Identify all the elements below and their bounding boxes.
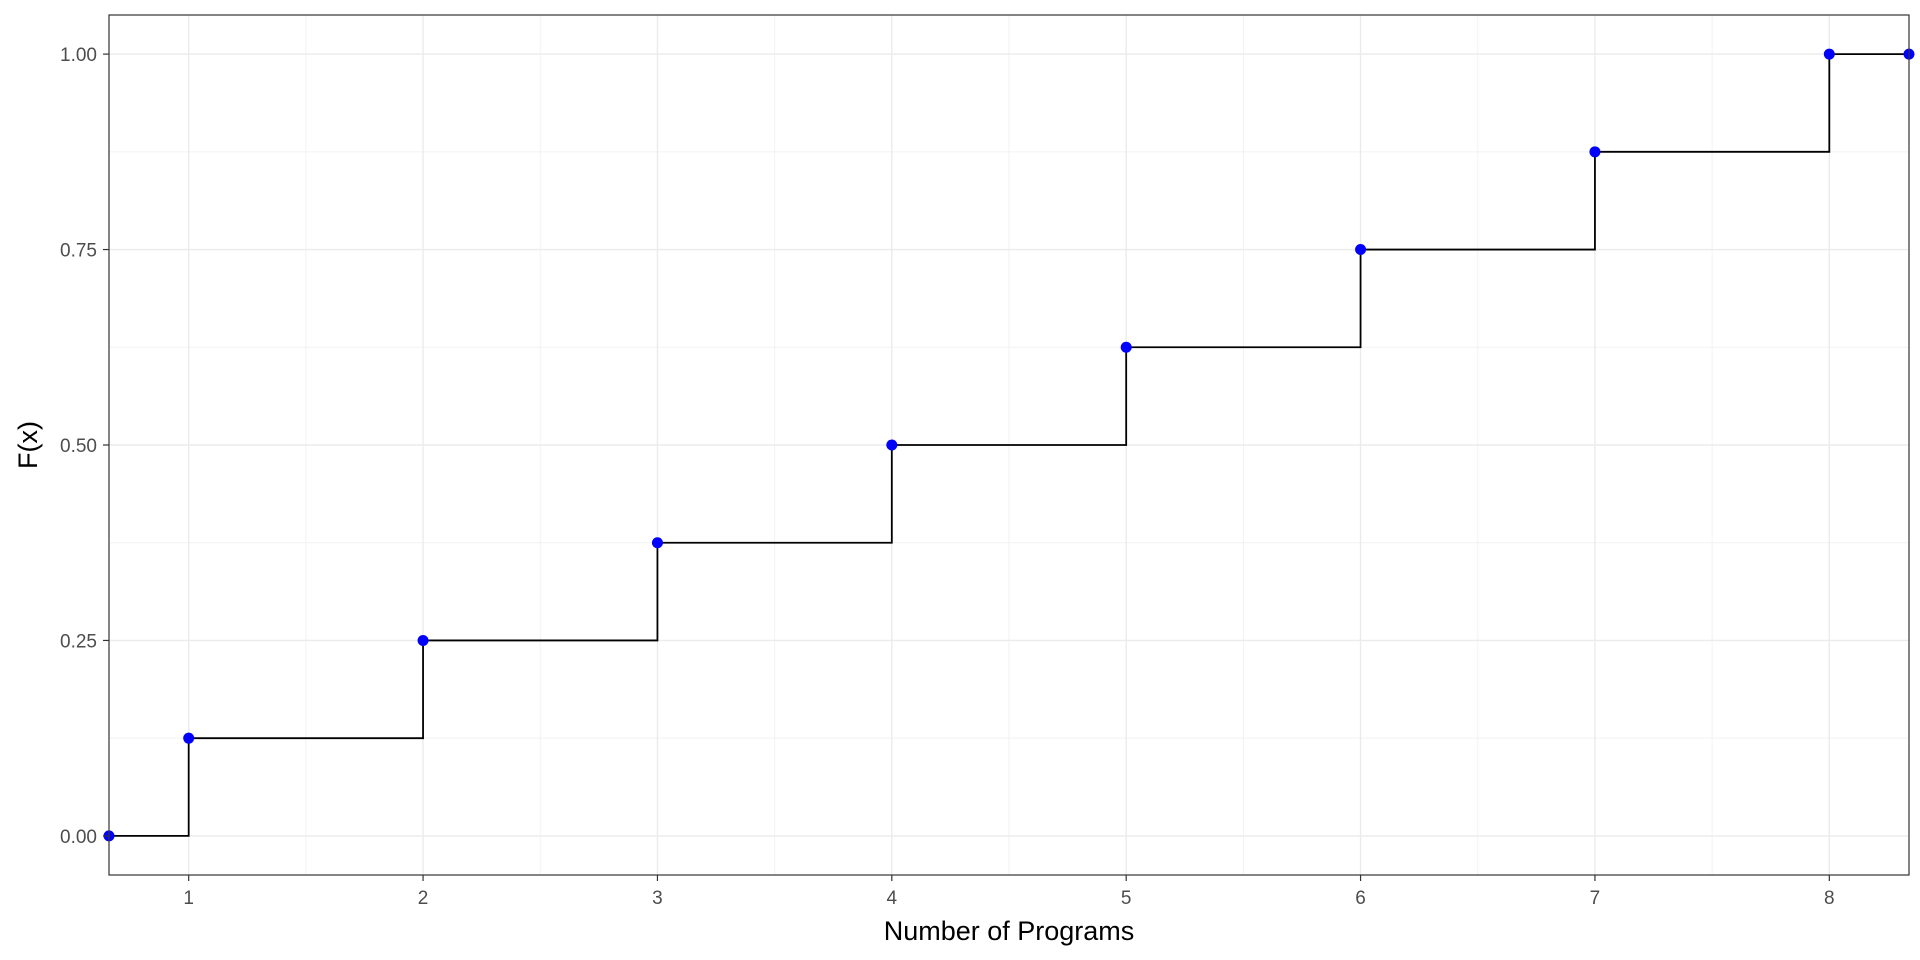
x-tick-label: 2 bbox=[418, 888, 429, 909]
y-tick-label: 0.50 bbox=[60, 436, 97, 457]
cdf-point-3 bbox=[651, 537, 663, 549]
x-tick-label: 7 bbox=[1590, 888, 1601, 909]
x-tick-label: 6 bbox=[1355, 888, 1366, 909]
x-tick-label: 5 bbox=[1121, 888, 1132, 909]
x-tick-label: 4 bbox=[887, 888, 898, 909]
cdf-point-2 bbox=[417, 634, 429, 646]
cdf-step-line bbox=[109, 53, 1909, 837]
points-layer bbox=[103, 48, 1915, 842]
cdf-point-4 bbox=[886, 439, 898, 451]
x-tick-label: 3 bbox=[652, 888, 663, 909]
cdf-point-5 bbox=[1120, 341, 1132, 353]
cdf-point-1 bbox=[183, 732, 195, 744]
y-axis: 0.00 0.25 0.50 0.75 1.00 bbox=[60, 45, 109, 848]
y-tick-label: 1.00 bbox=[60, 45, 97, 66]
x-axis: 1 2 3 4 5 6 7 8 bbox=[183, 875, 1835, 909]
series-layer bbox=[109, 53, 1909, 837]
cdf-point-6 bbox=[1355, 244, 1367, 256]
x-tick-label: 8 bbox=[1824, 888, 1835, 909]
x-tick-label: 1 bbox=[183, 888, 194, 909]
cdf-point-7 bbox=[1589, 146, 1601, 158]
y-tick-label: 0.00 bbox=[60, 827, 97, 848]
cdf-point-8 bbox=[1823, 48, 1835, 60]
y-tick-label: 0.75 bbox=[60, 241, 97, 262]
y-tick-label: 0.25 bbox=[60, 631, 97, 652]
y-axis-title: F(x) bbox=[13, 421, 43, 469]
x-axis-title: Number of Programs bbox=[884, 916, 1135, 946]
